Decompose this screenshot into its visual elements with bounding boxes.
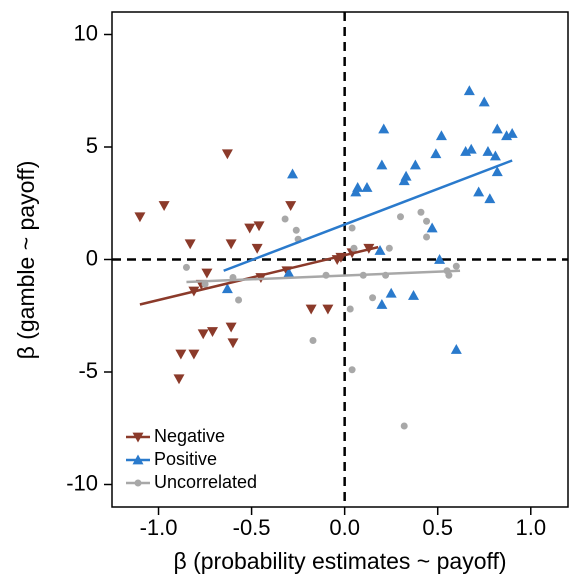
point [491, 166, 503, 177]
x-tick-label: -1.0 [140, 515, 178, 540]
point [482, 146, 494, 156]
point [227, 338, 239, 349]
legend-marker [132, 432, 144, 443]
point [348, 366, 356, 374]
x-tick-label: 0.5 [422, 515, 453, 540]
point [450, 344, 462, 354]
point [408, 290, 420, 300]
point [292, 226, 300, 234]
point [173, 374, 185, 385]
point [484, 193, 496, 204]
point [175, 349, 187, 360]
point [369, 294, 377, 302]
point [452, 262, 460, 270]
point [305, 304, 317, 315]
point [134, 212, 146, 223]
point [400, 422, 408, 430]
point [445, 271, 453, 279]
y-tick-label: 5 [86, 133, 98, 158]
point [473, 186, 485, 197]
point [400, 170, 412, 181]
y-tick-label: 10 [74, 20, 98, 45]
legend-marker [134, 479, 142, 487]
point [501, 130, 513, 141]
legend-label: Positive [154, 449, 217, 469]
y-axis-label: β (gamble ~ payoff) [13, 161, 39, 360]
point [374, 245, 386, 255]
fit-line [223, 159, 513, 272]
legend-label: Negative [154, 426, 225, 446]
y-tick-label: -10 [66, 470, 98, 495]
point [285, 201, 297, 211]
point [376, 299, 388, 309]
point [322, 304, 334, 315]
fit-line [139, 245, 379, 306]
point [376, 159, 388, 170]
point [287, 168, 299, 179]
point [184, 239, 196, 250]
point [423, 233, 431, 241]
point [244, 223, 256, 234]
point [309, 337, 317, 344]
point [281, 215, 289, 223]
point [348, 224, 356, 232]
point [225, 239, 237, 250]
x-tick-label: 0.0 [329, 515, 360, 540]
fit-line [186, 269, 461, 284]
point [253, 221, 265, 232]
y-tick-label: -5 [78, 358, 98, 383]
point [235, 296, 243, 304]
point [435, 130, 447, 141]
point [396, 213, 404, 221]
point [251, 243, 263, 254]
legend-label: Uncorrelated [154, 472, 257, 492]
point [463, 85, 475, 96]
point [182, 263, 190, 271]
point [350, 244, 358, 252]
point [207, 327, 219, 337]
point [489, 150, 501, 161]
point [197, 329, 209, 340]
point [385, 244, 393, 252]
point [430, 148, 442, 159]
x-tick-label: 1.0 [515, 515, 546, 540]
point [385, 287, 397, 298]
point [188, 349, 200, 360]
point [423, 217, 431, 225]
point [350, 186, 362, 197]
point [158, 201, 170, 211]
point [434, 254, 446, 264]
point [378, 123, 390, 134]
point [225, 322, 237, 333]
point [417, 208, 425, 216]
point [221, 283, 233, 294]
point [361, 182, 373, 192]
point [426, 222, 438, 233]
y-tick-label: 0 [86, 245, 98, 270]
x-axis-label: β (probability estimates ~ payoff) [173, 548, 506, 574]
point [491, 123, 503, 134]
x-tick-label: -0.5 [233, 515, 271, 540]
point [283, 267, 295, 278]
point [346, 305, 354, 313]
point [460, 146, 472, 156]
point [221, 149, 233, 160]
legend-marker [132, 454, 144, 465]
point [201, 268, 213, 279]
point [409, 159, 421, 170]
point [478, 96, 490, 107]
